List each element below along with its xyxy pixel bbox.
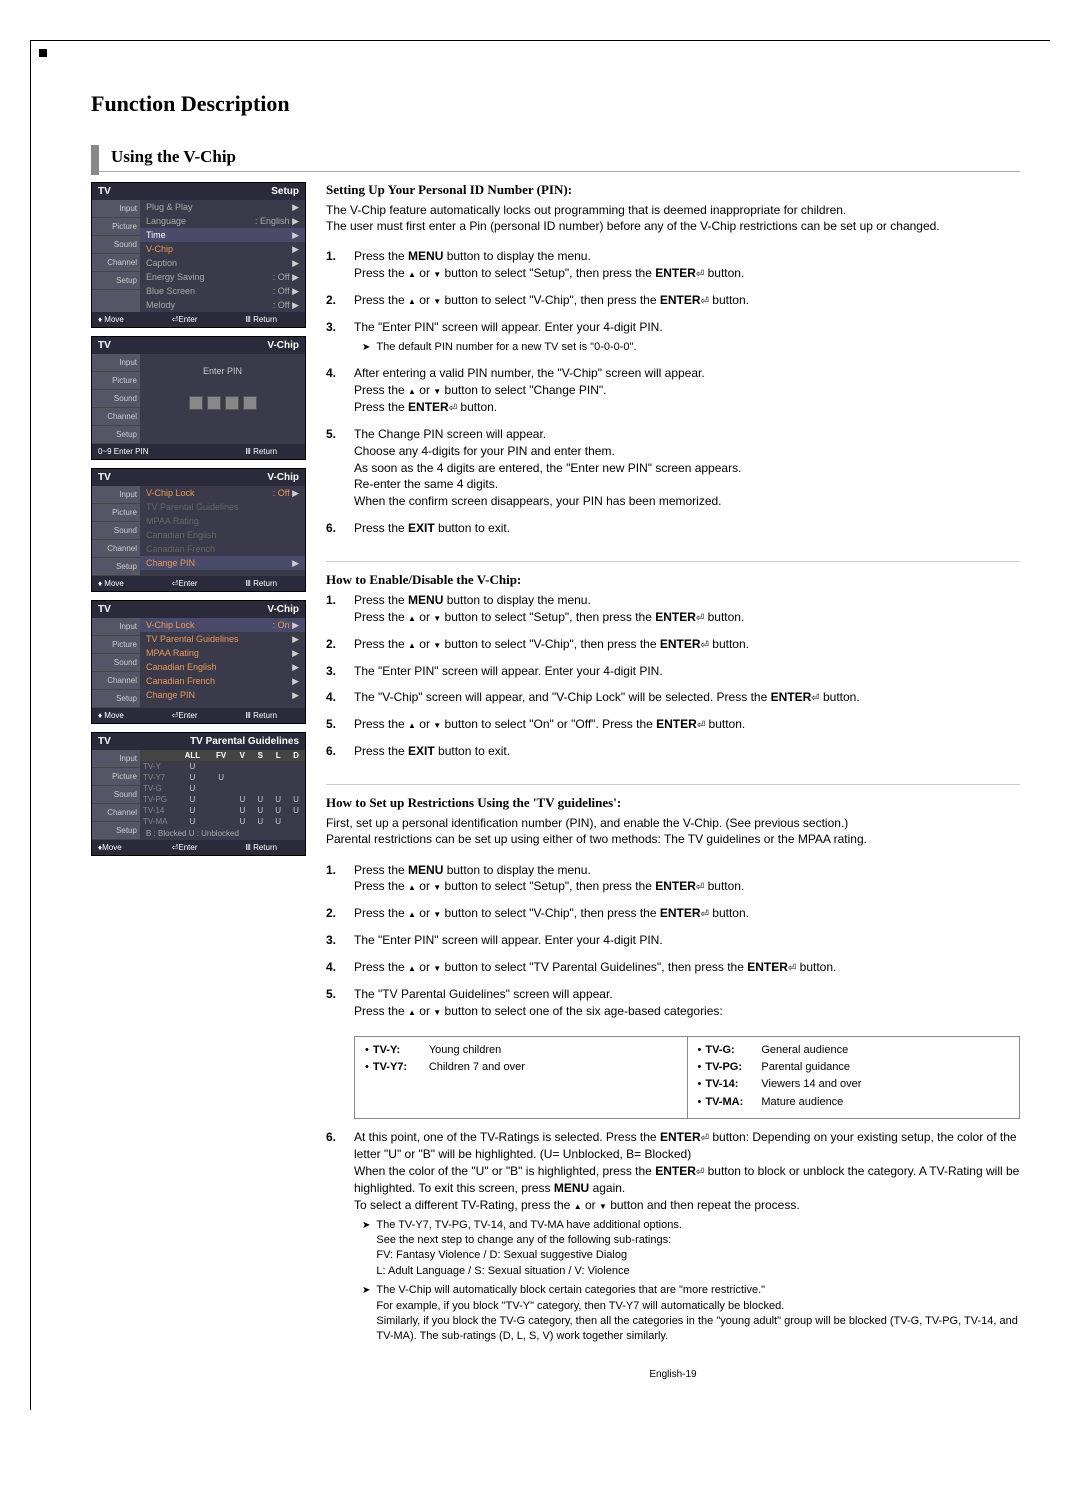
step-item: 4.After entering a valid PIN number, the… <box>326 365 1020 416</box>
categories-table: •TV-Y:Young children•TV-Y7:Children 7 an… <box>354 1036 1020 1120</box>
tv-sidebar-item: Channel <box>92 672 140 690</box>
step-item: 1.Press the MENU button to display the m… <box>326 862 1020 896</box>
step-item: 3.The "Enter PIN" screen will appear. En… <box>326 932 1020 949</box>
tv-sidebar-item: Channel <box>92 254 140 272</box>
tv-sidebar-item: Picture <box>92 504 140 522</box>
step-item: 3.The "Enter PIN" screen will appear. En… <box>326 319 1020 355</box>
section3-steps: 1.Press the MENU button to display the m… <box>326 862 1020 1345</box>
step-item: 4.The "V-Chip" screen will appear, and "… <box>326 689 1020 706</box>
step-item: 6.At this point, one of the TV-Ratings i… <box>326 1129 1020 1345</box>
step-item: 1.Press the MENU button to display the m… <box>326 248 1020 282</box>
tv-sidebar-item: Setup <box>92 558 140 576</box>
step-item: 5.The "TV Parental Guidelines" screen wi… <box>326 986 1020 1020</box>
tv-screenshot: TVV-ChipInputPictureSoundChannelSetupV-C… <box>91 468 306 592</box>
tv-sidebar-item: Channel <box>92 804 140 822</box>
step-item: 5.The Change PIN screen will appear.Choo… <box>326 426 1020 510</box>
page-number: English-19 <box>326 1369 1020 1380</box>
tv-sidebar-item: Picture <box>92 218 140 236</box>
tv-sidebar-item: Sound <box>92 786 140 804</box>
section1-steps: 1.Press the MENU button to display the m… <box>326 248 1020 536</box>
step-item: 2.Press the or button to select "V-Chip"… <box>326 292 1020 309</box>
step-item: 1.Press the MENU button to display the m… <box>326 592 1020 626</box>
section3-head: How to Set up Restrictions Using the 'TV… <box>326 795 1020 811</box>
tv-screenshot: TVTV Parental GuidelinesInputPictureSoun… <box>91 732 306 856</box>
tv-sidebar-item: Sound <box>92 654 140 672</box>
step-item: 3.The "Enter PIN" screen will appear. En… <box>326 663 1020 680</box>
tv-sidebar-item: Input <box>92 200 140 218</box>
page-title: Function Description <box>91 91 1020 117</box>
tv-sidebar-item: Input <box>92 750 140 768</box>
tv-sidebar-item: Setup <box>92 822 140 840</box>
tv-sidebar-item: Picture <box>92 372 140 390</box>
tv-sidebar-item: Setup <box>92 272 140 290</box>
tv-sidebar-item: Input <box>92 354 140 372</box>
section2-head: How to Enable/Disable the V-Chip: <box>326 572 1020 588</box>
step-item: 2.Press the or button to select "V-Chip"… <box>326 636 1020 653</box>
tv-sidebar-item: Input <box>92 486 140 504</box>
section1-head: Setting Up Your Personal ID Number (PIN)… <box>326 182 1020 198</box>
page-frame: Function Description Using the V-Chip TV… <box>30 40 1050 1410</box>
tv-screenshot: TVV-ChipInputPictureSoundChannelSetupV-C… <box>91 600 306 724</box>
tv-sidebar-item: Sound <box>92 236 140 254</box>
step-item: 6.Press the EXIT button to exit. <box>326 520 1020 537</box>
ratings-grid: ALLFVVSLDTV-YUTV-Y7UUTV-GUTV-PGUUUUUTV-1… <box>140 750 305 827</box>
tv-sidebar-item: Setup <box>92 426 140 444</box>
step-item: 4.Press the or button to select "TV Pare… <box>326 959 1020 976</box>
tv-sidebar-item: Channel <box>92 408 140 426</box>
tv-sidebar-item: Input <box>92 618 140 636</box>
section1-intro: The V-Chip feature automatically locks o… <box>326 202 1020 234</box>
step-item: 6.Press the EXIT button to exit. <box>326 743 1020 760</box>
tv-sidebar-item: Picture <box>92 768 140 786</box>
tv-sidebar-item: Sound <box>92 390 140 408</box>
section2-steps: 1.Press the MENU button to display the m… <box>326 592 1020 760</box>
instructions-column: Setting Up Your Personal ID Number (PIN)… <box>326 182 1020 1380</box>
tv-screenshot: TVV-ChipInputPictureSoundChannelSetupEnt… <box>91 336 306 460</box>
screenshots-column: TVSetupInputPictureSoundChannelSetupPlug… <box>91 182 306 864</box>
step-item: 5.Press the or button to select "On" or … <box>326 716 1020 733</box>
tv-sidebar-item: Picture <box>92 636 140 654</box>
tv-sidebar-item: Channel <box>92 540 140 558</box>
section3-intro: First, set up a personal identification … <box>326 815 1020 847</box>
step-item: 2.Press the or button to select "V-Chip"… <box>326 905 1020 922</box>
tv-sidebar-item: Setup <box>92 690 140 708</box>
tv-screenshot: TVSetupInputPictureSoundChannelSetupPlug… <box>91 182 306 328</box>
tv-sidebar-item: Sound <box>92 522 140 540</box>
section-title: Using the V-Chip <box>91 147 1020 172</box>
